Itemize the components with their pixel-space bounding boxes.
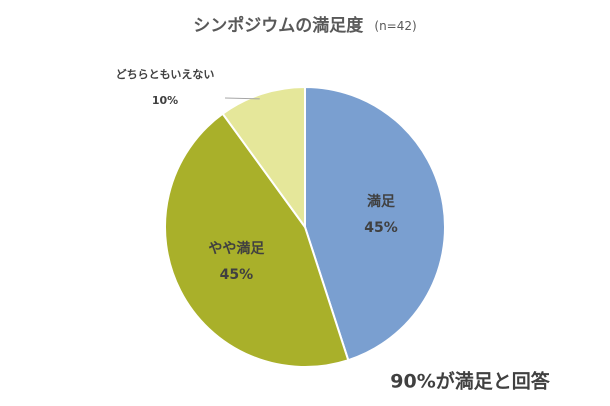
leader-line (224, 97, 260, 100)
chart-title-group: シンポジウムの満足度 (n=42) (193, 15, 416, 36)
value-label: 10% (152, 94, 178, 107)
category-label: 満足 (367, 193, 396, 210)
value-label: 45% (220, 267, 254, 283)
chart-subtitle: (n=42) (374, 19, 416, 33)
category-label: やや満足 (208, 240, 265, 257)
pie-slice (221, 85, 306, 231)
category-label: どちらともいえない (116, 68, 215, 81)
chart-title: シンポジウムの満足度 (193, 15, 364, 36)
annotation: 90%が満足と回答 (390, 370, 550, 393)
value-label: 45% (364, 220, 398, 236)
pie-slice (164, 112, 350, 368)
pie-slice (304, 85, 446, 362)
